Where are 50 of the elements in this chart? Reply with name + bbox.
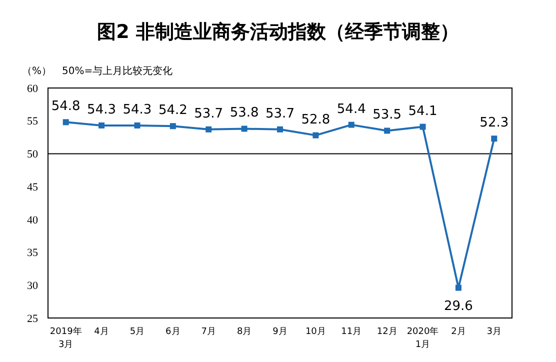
data-label: 53.7	[194, 106, 224, 122]
data-label: 54.4	[336, 102, 366, 117]
point	[277, 126, 283, 132]
y-tick-label: 45	[27, 181, 38, 194]
data-label: 53.7	[266, 106, 294, 122]
x-tick-label: 10月	[305, 327, 326, 337]
y-axis-title: （%）	[22, 66, 52, 77]
x-tick-label: 6月	[166, 327, 180, 337]
point	[348, 122, 354, 128]
point	[455, 284, 462, 291]
x-tick-label: 7月	[201, 327, 216, 337]
data-label: 54.8	[51, 99, 80, 114]
data-label: 52.3	[480, 116, 509, 131]
point	[206, 126, 212, 132]
point	[420, 124, 426, 130]
data-label: 54.3	[87, 102, 116, 118]
point	[312, 132, 319, 138]
x-tick-label: 5月	[130, 327, 145, 337]
y-tick-label: 40	[27, 214, 38, 226]
data-label: 54.2	[158, 103, 188, 118]
point	[62, 119, 69, 126]
data-label: 52.8	[301, 112, 330, 128]
y-tick-label: 60	[27, 82, 38, 95]
data-label: 29.6	[444, 298, 473, 314]
x-tick-label: 4月	[94, 327, 109, 337]
text: 50%=与上月比较无变化	[62, 65, 173, 77]
point	[384, 128, 390, 134]
x-tick-label: 11月	[341, 327, 362, 337]
x-tick-label: 12月	[376, 327, 398, 337]
x-tick-label: 2月	[451, 327, 466, 337]
x-tick-label: 8月	[236, 327, 252, 337]
data-label: 54.1	[408, 104, 438, 119]
data-label: 53.8	[230, 106, 259, 121]
point	[491, 136, 498, 142]
y-tick-label: 55	[27, 116, 38, 128]
y-tick-label: 25	[27, 312, 38, 325]
point	[134, 122, 140, 128]
y-tick-label: 30	[27, 280, 38, 292]
point	[98, 122, 105, 128]
data-label: 53.5	[372, 108, 402, 123]
point	[170, 123, 176, 130]
x-tick-label: 3月	[486, 327, 502, 337]
data-label: 54.3	[122, 102, 152, 118]
chart-title: 图2 非制造业商务活动指数（经季节调整）	[97, 21, 459, 43]
y-tick-label: 50	[27, 148, 38, 161]
x-tick-label: 2019年 3月	[50, 326, 82, 350]
x-tick-label: 2020年 1月	[406, 326, 439, 350]
point	[241, 126, 248, 132]
x-tick-label: 9月	[272, 327, 288, 337]
y-tick-label: 35	[27, 247, 38, 260]
